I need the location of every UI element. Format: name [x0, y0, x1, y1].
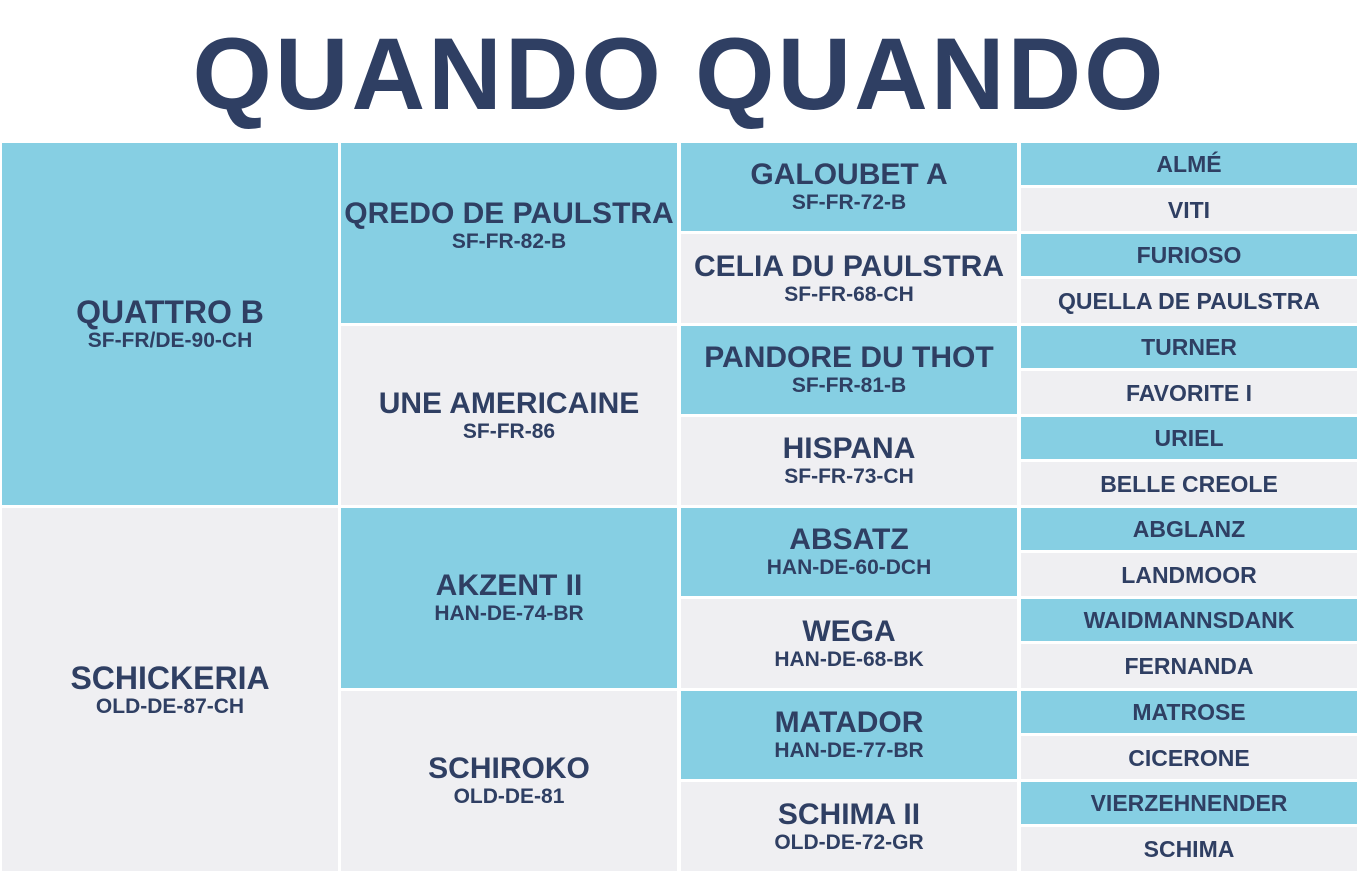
- gen4-cell: TURNER: [1021, 326, 1357, 368]
- gen4-cell: ABGLANZ: [1021, 508, 1357, 550]
- horse-name: VIERZEHNENDER: [1090, 790, 1288, 816]
- horse-name: AKZENT II: [435, 569, 583, 602]
- gen3-cell: HISPANA SF-FR-73-CH: [681, 417, 1017, 505]
- horse-name: SCHIMA II: [777, 797, 921, 831]
- gen2-sire-dam-cell: UNE AMERICAINE SF-FR-86: [341, 326, 677, 505]
- horse-name: PANDORE DU THOT: [704, 341, 994, 374]
- gen4-cell: VITI: [1021, 188, 1357, 231]
- horse-name: HISPANA: [782, 432, 916, 465]
- gen2-dam-sire-cell: AKZENT II HAN-DE-74-BR: [341, 508, 677, 688]
- horse-registration: SF-FR/DE-90-CH: [87, 329, 253, 352]
- horse-name: UNE AMERICAINE: [378, 386, 640, 420]
- horse-registration: SF-FR-81-B: [791, 374, 907, 397]
- gen3-cell: PANDORE DU THOT SF-FR-81-B: [681, 326, 1017, 414]
- gen4-cell: ALMÉ: [1021, 143, 1357, 185]
- horse-name: CELIA DU PAULSTRA: [694, 249, 1004, 283]
- gen3-cell: ABSATZ HAN-DE-60-DCH: [681, 508, 1017, 596]
- horse-name: QUATTRO B: [76, 294, 264, 330]
- gen4-cell: FURIOSO: [1021, 234, 1357, 276]
- horse-name: FAVORITE I: [1125, 379, 1253, 406]
- horse-name: SCHICKERIA: [70, 659, 270, 696]
- horse-name: BELLE CREOLE: [1100, 470, 1278, 497]
- horse-name: VITI: [1167, 196, 1211, 223]
- horse-name: GALOUBET A: [750, 158, 948, 191]
- gen2-sire-sire-cell: QREDO DE PAULSTRA SF-FR-82-B: [341, 143, 677, 323]
- horse-name: QUELLA DE PAULSTRA: [1058, 288, 1320, 314]
- gen3-cell: MATADOR HAN-DE-77-BR: [681, 691, 1017, 779]
- horse-registration: SF-FR-73-CH: [784, 465, 914, 488]
- gen4-cell: WAIDMANNSDANK: [1021, 599, 1357, 641]
- gen4-cell: BELLE CREOLE: [1021, 462, 1357, 505]
- gen4-cell: SCHIMA: [1021, 827, 1357, 871]
- gen2-dam-dam-cell: SCHIROKO OLD-DE-81: [341, 691, 677, 871]
- horse-name: ABSATZ: [789, 523, 909, 556]
- gen4-cell: QUELLA DE PAULSTRA: [1021, 279, 1357, 323]
- horse-name: LANDMOOR: [1121, 561, 1257, 588]
- horse-registration: HAN-DE-68-BK: [774, 647, 924, 671]
- horse-registration: SF-FR-82-B: [451, 230, 567, 253]
- gen4-cell: VIERZEHNENDER: [1021, 782, 1357, 824]
- gen3-cell: SCHIMA II OLD-DE-72-GR: [681, 782, 1017, 871]
- horse-name: ABGLANZ: [1132, 516, 1246, 542]
- horse-registration: HAN-DE-74-BR: [434, 602, 584, 625]
- gen4-cell: URIEL: [1021, 417, 1357, 459]
- horse-name: ALMÉ: [1156, 151, 1222, 177]
- horse-name: MATROSE: [1132, 699, 1246, 725]
- horse-name: CICERONE: [1128, 744, 1250, 771]
- gen3-cell: GALOUBET A SF-FR-72-B: [681, 143, 1017, 231]
- horse-registration: SF-FR-86: [462, 419, 556, 443]
- gen1-sire-cell: QUATTRO B SF-FR/DE-90-CH: [2, 143, 338, 505]
- horse-registration: OLD-DE-81: [453, 785, 565, 808]
- horse-registration: SF-FR-68-CH: [784, 282, 914, 306]
- horse-name: SCHIMA: [1143, 836, 1235, 862]
- horse-name: WEGA: [802, 614, 896, 648]
- gen4-cell: LANDMOOR: [1021, 553, 1357, 596]
- horse-registration: OLD-DE-72-GR: [774, 830, 924, 854]
- horse-name: SCHIROKO: [428, 752, 590, 785]
- gen3-cell: WEGA HAN-DE-68-BK: [681, 599, 1017, 688]
- horse-registration: OLD-DE-87-CH: [95, 694, 245, 718]
- gen4-cell: MATROSE: [1021, 691, 1357, 733]
- horse-name: WAIDMANNSDANK: [1083, 607, 1295, 633]
- horse-name: FERNANDA: [1124, 653, 1254, 679]
- horse-registration: HAN-DE-77-BR: [774, 739, 924, 762]
- horse-registration: SF-FR-72-B: [791, 191, 907, 214]
- horse-name: FURIOSO: [1136, 242, 1242, 268]
- gen4-cell: FERNANDA: [1021, 644, 1357, 688]
- horse-name: MATADOR: [774, 706, 924, 739]
- gen3-cell: CELIA DU PAULSTRA SF-FR-68-CH: [681, 234, 1017, 323]
- gen4-cell: FAVORITE I: [1021, 371, 1357, 414]
- horse-name: TURNER: [1141, 334, 1237, 360]
- horse-name: QREDO DE PAULSTRA: [344, 197, 674, 230]
- horse-name: URIEL: [1154, 425, 1224, 451]
- page-title: QUANDO QUANDO: [192, 17, 1167, 131]
- gen4-cell: CICERONE: [1021, 736, 1357, 779]
- horse-registration: HAN-DE-60-DCH: [766, 556, 932, 579]
- gen1-dam-cell: SCHICKERIA OLD-DE-87-CH: [2, 508, 338, 871]
